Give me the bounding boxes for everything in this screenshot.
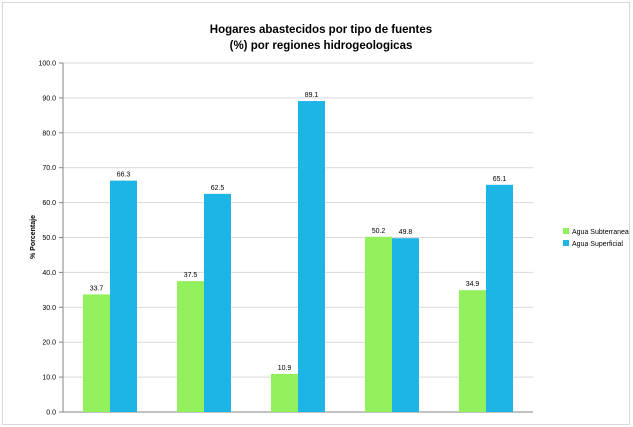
legend-swatch bbox=[563, 228, 569, 234]
y-tick-label: 90.0 bbox=[42, 95, 56, 102]
data-label: 89.1 bbox=[305, 92, 319, 99]
bar-subterranea bbox=[271, 373, 298, 412]
data-labels: 33.7 66.3 37.5 62.5 10.9 89.1 50.2 49.8 34.9 65.1 bbox=[90, 92, 507, 372]
y-tick-label: 20.0 bbox=[42, 340, 56, 347]
y-tick-label: 10.0 bbox=[42, 375, 56, 382]
chart-title-line-1: Hogares abastecidos por tipo de fuentes bbox=[210, 24, 432, 36]
data-label: 66.3 bbox=[117, 172, 131, 179]
bar-subterranea bbox=[83, 294, 110, 412]
data-label: 34.9 bbox=[466, 281, 480, 288]
y-tick-label: 80.0 bbox=[42, 130, 56, 137]
data-label: 65.1 bbox=[493, 176, 507, 183]
data-label: 62.5 bbox=[211, 185, 225, 192]
y-tick-label: 50.0 bbox=[42, 235, 56, 242]
bar-superficial bbox=[298, 101, 325, 412]
data-label: 49.8 bbox=[399, 229, 413, 236]
y-tick-label: 100.0 bbox=[38, 61, 56, 68]
legend-swatch bbox=[563, 240, 569, 246]
y-axis-ticks: 0.0 10.0 20.0 30.0 40.0 50.0 60.0 70.0 80.0 90.0 1… bbox=[38, 61, 533, 417]
data-label: 37.5 bbox=[184, 272, 198, 279]
legend-label: Agua Subterranea bbox=[572, 229, 629, 236]
data-label: 10.9 bbox=[278, 365, 292, 372]
bar-subterranea bbox=[177, 281, 204, 412]
y-axis-title: % Porcentaje bbox=[30, 215, 37, 259]
y-tick-label: 0.0 bbox=[46, 410, 56, 417]
y-tick-label: 30.0 bbox=[42, 305, 56, 312]
chart-title-line-2: (%) por regiones hidrogeologicas bbox=[230, 40, 413, 52]
data-label: 50.2 bbox=[372, 228, 386, 235]
bar-chart: Hogares abastecidos por tipo de fuentes … bbox=[30, 24, 629, 417]
bar-subterranea bbox=[459, 290, 486, 412]
bar-superficial bbox=[110, 180, 137, 412]
y-tick-label: 60.0 bbox=[42, 200, 56, 207]
bars bbox=[83, 101, 513, 412]
bar-superficial bbox=[392, 238, 419, 412]
legend: Agua Subterranea Agua Superficial bbox=[563, 228, 629, 248]
y-tick-label: 70.0 bbox=[42, 165, 56, 172]
bar-superficial bbox=[486, 184, 513, 412]
data-label: 33.7 bbox=[90, 285, 104, 292]
y-tick-label: 40.0 bbox=[42, 270, 56, 277]
legend-label: Agua Superficial bbox=[572, 241, 623, 248]
bar-subterranea bbox=[365, 236, 392, 412]
bar-superficial bbox=[204, 193, 231, 412]
